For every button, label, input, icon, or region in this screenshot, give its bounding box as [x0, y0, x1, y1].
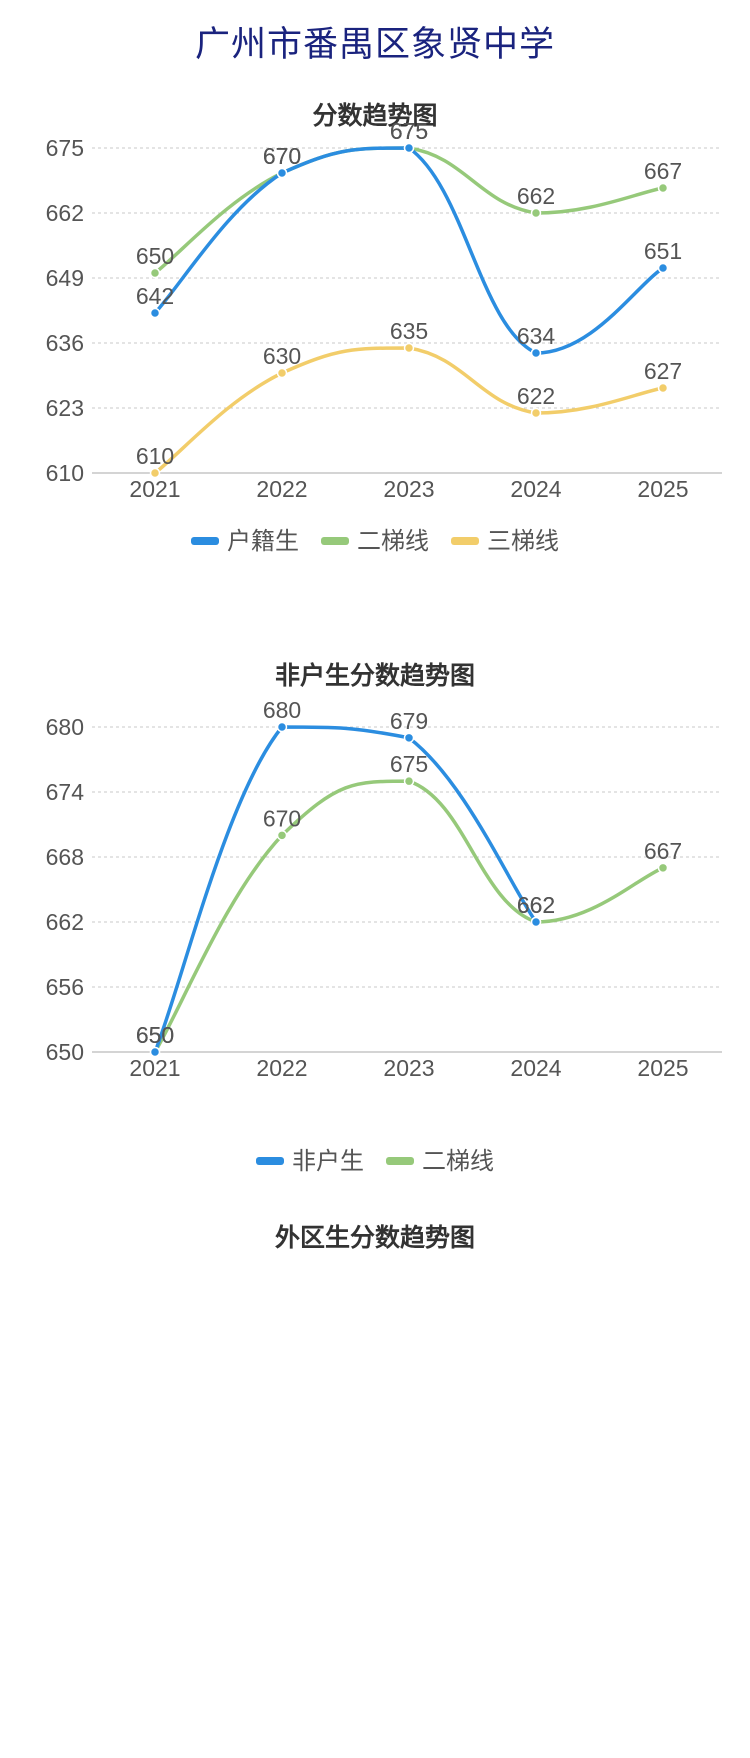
series-line [153, 146, 665, 275]
y-tick-label: 674 [46, 779, 85, 805]
data-label: 667 [644, 158, 682, 184]
data-label: 670 [263, 805, 301, 831]
y-tick-label: 610 [46, 460, 84, 486]
y-tick-label: 636 [46, 330, 84, 356]
data-point [149, 467, 161, 479]
data-label: 680 [263, 697, 301, 723]
y-tick-label: 675 [46, 135, 84, 161]
data-point [149, 267, 161, 279]
data-point [276, 167, 288, 179]
y-tick-label: 668 [46, 844, 84, 870]
y-tick-label: 650 [46, 1039, 84, 1065]
y-tick-label: 680 [46, 714, 84, 740]
data-point [530, 916, 542, 928]
data-point [530, 207, 542, 219]
data-point [403, 732, 415, 744]
y-tick-label: 662 [46, 909, 84, 935]
data-label: 635 [390, 318, 428, 344]
data-label: 610 [136, 443, 174, 469]
x-tick-label: 2022 [256, 476, 307, 502]
data-point [657, 382, 669, 394]
y-tick-label: 656 [46, 974, 84, 1000]
series-line [153, 146, 665, 355]
data-label: 634 [517, 323, 556, 349]
x-tick-label: 2022 [256, 1055, 307, 1081]
legend-swatch [191, 537, 219, 545]
data-point [276, 367, 288, 379]
legend-label[interactable]: 户籍生 [227, 528, 299, 555]
legend-swatch [451, 537, 479, 545]
legend-label[interactable]: 非户生 [292, 1148, 364, 1175]
data-label: 642 [136, 283, 174, 309]
data-point [403, 142, 415, 154]
data-label: 662 [517, 183, 555, 209]
data-label: 650 [136, 243, 174, 269]
data-label: 622 [517, 383, 555, 409]
page-title: 广州市番禺区象贤中学 [194, 25, 555, 65]
data-label: 675 [390, 118, 428, 144]
y-tick-label: 662 [46, 200, 84, 226]
data-label: 651 [644, 238, 682, 264]
x-tick-label: 2025 [637, 1055, 688, 1081]
data-point [530, 407, 542, 419]
x-tick-label: 2023 [383, 1055, 434, 1081]
data-label: 675 [390, 118, 428, 144]
x-tick-label: 2024 [510, 476, 561, 502]
data-point [149, 1046, 161, 1058]
data-label: 650 [136, 1022, 174, 1048]
data-label: 662 [517, 892, 555, 918]
chart-2-title: 非户生分数趋势图 [274, 661, 475, 690]
x-tick-label: 2021 [129, 1055, 180, 1081]
chart-1-title: 分数趋势图 [312, 101, 438, 130]
data-point [276, 721, 288, 733]
legend-label[interactable]: 二梯线 [422, 1148, 494, 1175]
data-point [657, 262, 669, 274]
y-tick-label: 623 [46, 395, 84, 421]
x-tick-label: 2023 [383, 476, 434, 502]
series-line [153, 725, 538, 1054]
score-trend-chart: 610 623 636 649 662 675 2021 2022 2023 2024 2025 61… [46, 118, 722, 555]
x-tick-label: 2025 [637, 476, 688, 502]
data-label: 675 [390, 751, 428, 777]
data-label: 679 [390, 708, 428, 734]
chart-3-title: 外区生分数趋势图 [274, 1223, 475, 1252]
x-tick-label: 2021 [129, 476, 180, 502]
data-label: 662 [517, 892, 555, 918]
data-point [276, 830, 288, 841]
x-tick-label: 2024 [510, 1055, 561, 1081]
legend-swatch [321, 537, 349, 545]
data-point [403, 775, 415, 787]
legend-swatch [256, 1157, 284, 1165]
data-label: 630 [263, 343, 301, 369]
series-line [153, 346, 665, 475]
data-point [657, 862, 669, 874]
data-label: 670 [263, 143, 301, 169]
data-point [657, 182, 669, 194]
legend-label[interactable]: 二梯线 [357, 528, 429, 555]
data-point [530, 347, 542, 359]
data-point [403, 342, 415, 354]
data-label: 670 [263, 143, 301, 169]
non-resident-score-trend-chart: 650 656 662 668 674 680 2021 2022 2023 2024 2025 65… [46, 697, 722, 1175]
data-label: 627 [644, 358, 682, 384]
legend-label[interactable]: 三梯线 [487, 528, 559, 555]
legend-swatch [386, 1157, 414, 1165]
data-point [149, 307, 161, 319]
data-label: 667 [644, 838, 682, 864]
y-tick-label: 649 [46, 265, 84, 291]
data-label: 650 [136, 1022, 174, 1048]
